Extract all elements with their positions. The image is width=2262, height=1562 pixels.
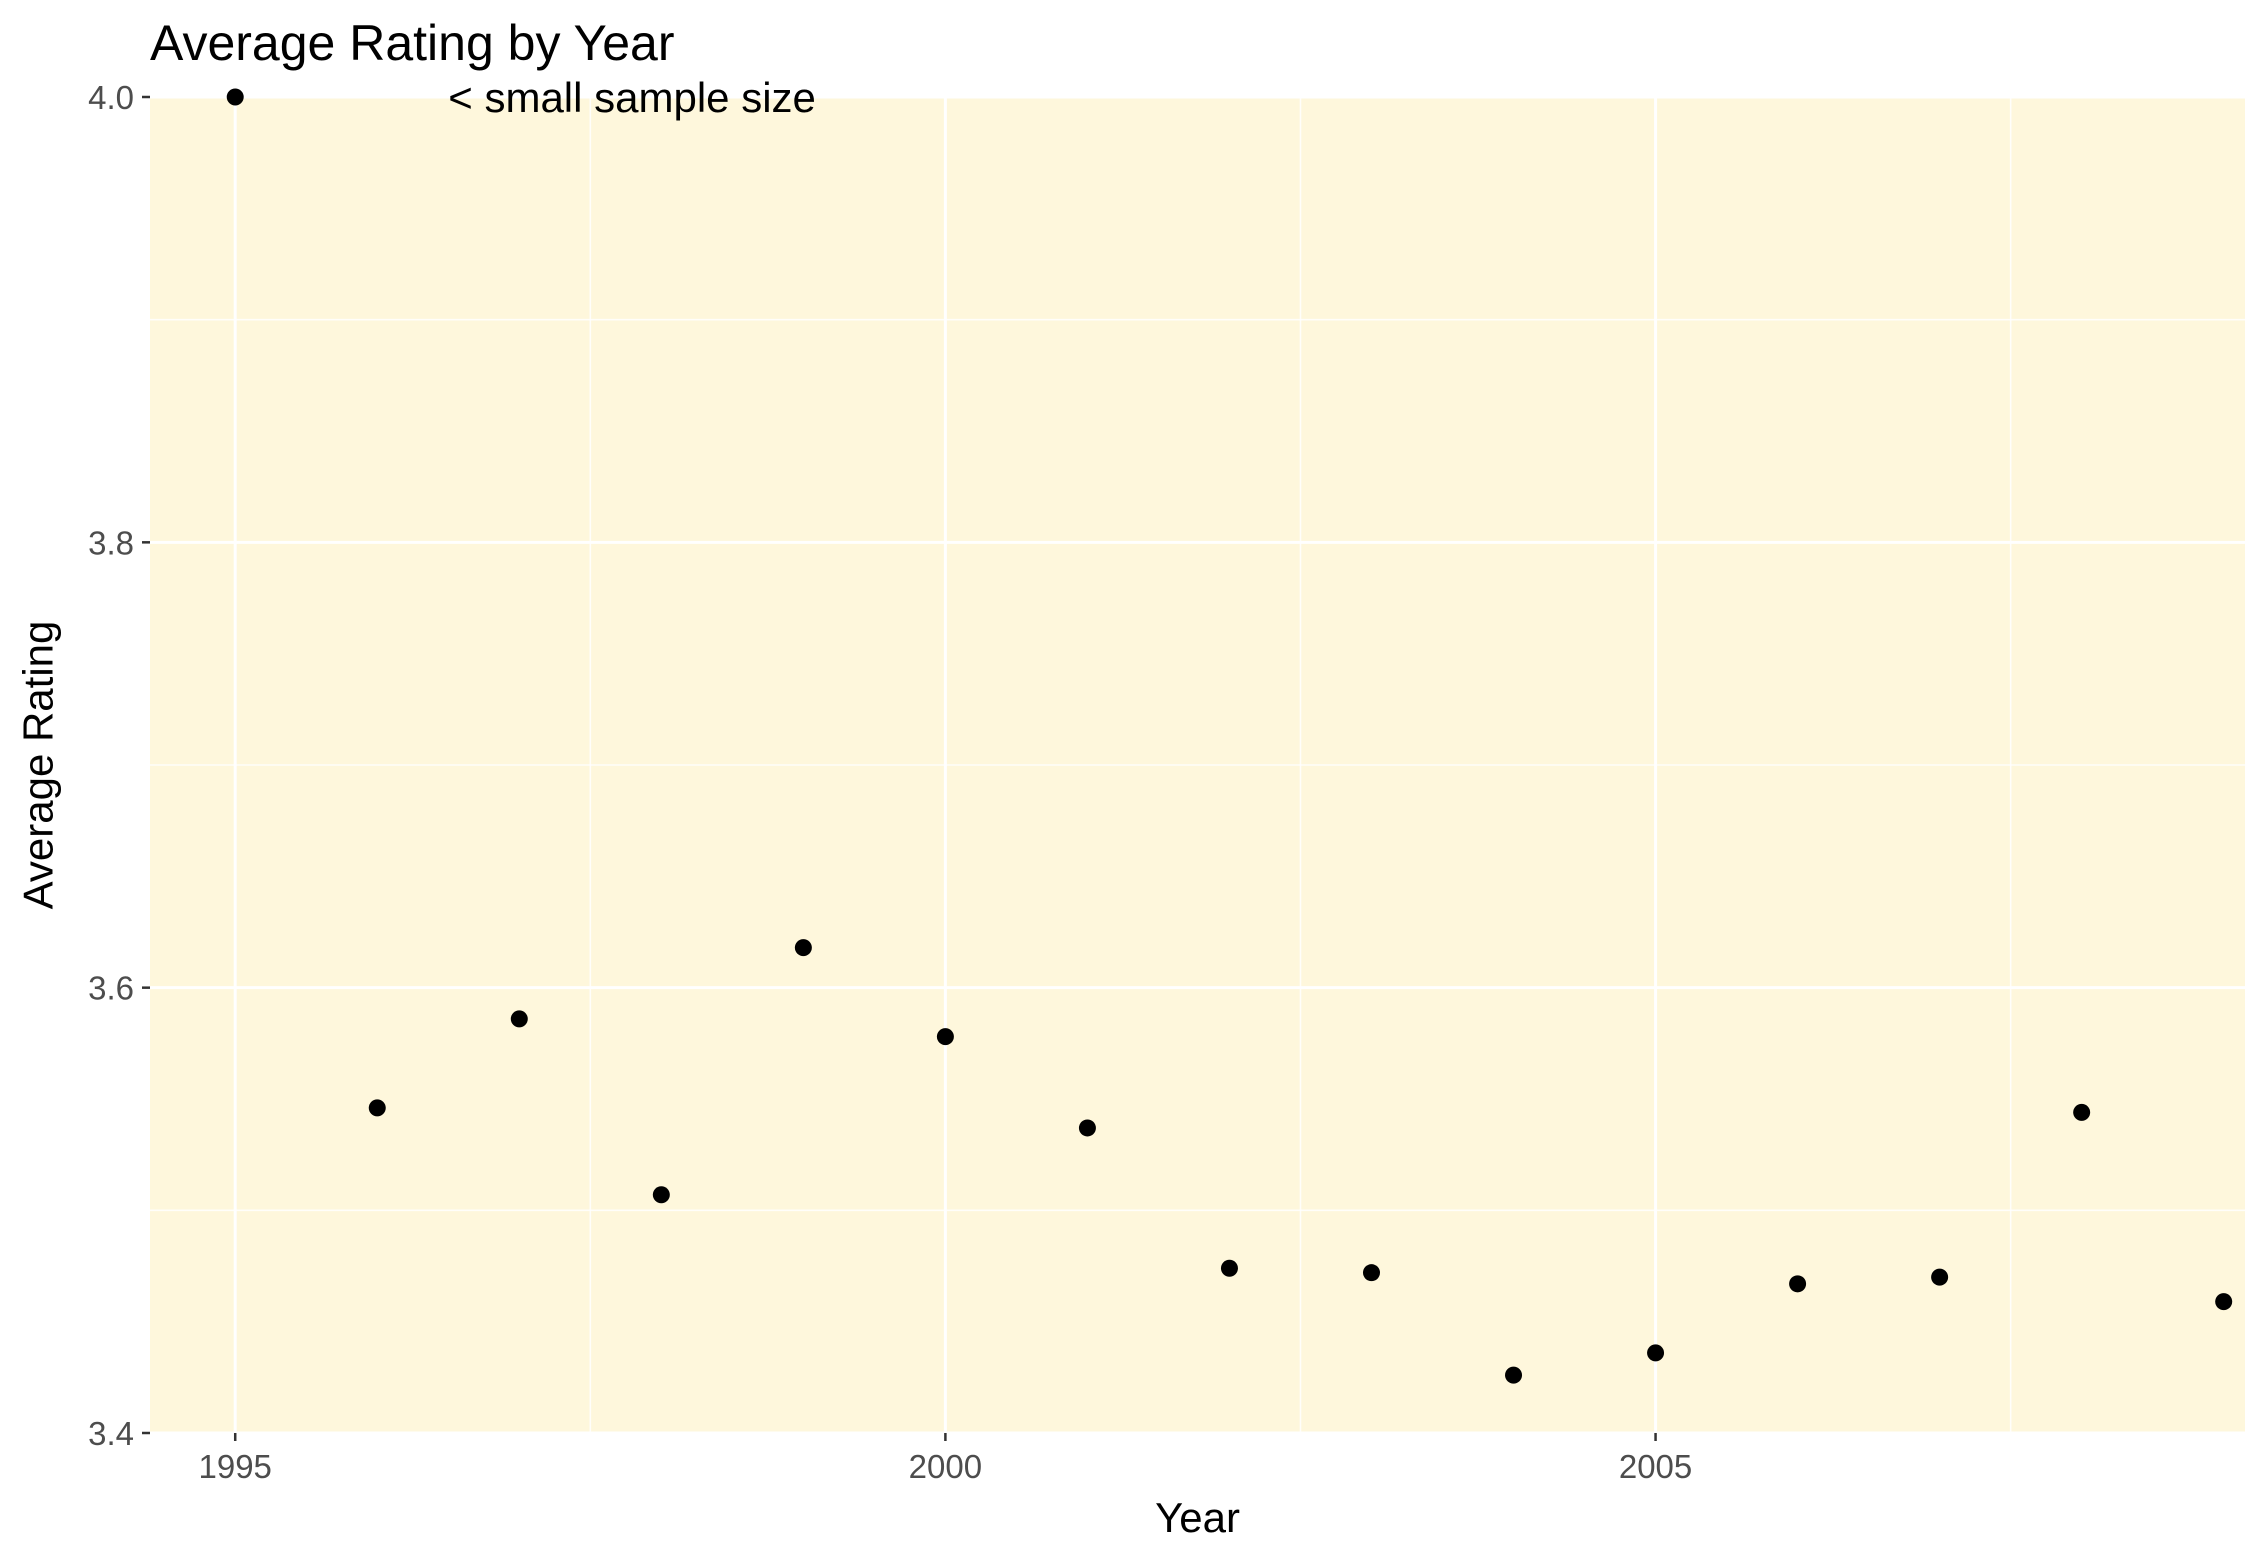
data-point	[368, 1099, 386, 1117]
data-point	[794, 939, 812, 957]
data-point	[226, 88, 244, 106]
data-point	[1647, 1344, 1665, 1362]
data-point	[2215, 1293, 2233, 1311]
major-gridlines	[150, 95, 2245, 1435]
y-tick-label: 4.0	[88, 79, 134, 116]
y-axis-title: Average Rating	[15, 621, 62, 910]
minor-gridlines	[150, 97, 2245, 1433]
data-point	[1220, 1259, 1238, 1277]
chart-title: Average Rating by Year	[150, 15, 674, 71]
x-tick-label: 2000	[909, 1448, 982, 1485]
data-point	[510, 1010, 528, 1028]
y-tick-label: 3.4	[88, 1415, 134, 1452]
data-point	[2073, 1103, 2091, 1121]
x-tick-label: 2005	[1619, 1448, 1692, 1485]
x-axis-title: Year	[1155, 1494, 1240, 1541]
data-point	[652, 1186, 670, 1204]
annotation-label: < small sample size	[448, 74, 816, 121]
data-point	[1505, 1366, 1523, 1384]
y-axis: 3.4 3.6 3.8 4.0	[88, 79, 150, 1452]
x-axis: 1995 2000 2005	[199, 1433, 1692, 1485]
annotations: < small sample size	[448, 74, 816, 121]
data-point	[1789, 1275, 1807, 1293]
data-point	[936, 1028, 954, 1046]
data-points	[226, 88, 2233, 1384]
data-point	[1362, 1264, 1380, 1282]
data-point	[1931, 1268, 1949, 1286]
x-tick-label: 1995	[199, 1448, 272, 1485]
y-tick-label: 3.6	[88, 970, 134, 1007]
data-point	[1078, 1119, 1096, 1137]
y-tick-label: 3.8	[88, 524, 134, 561]
